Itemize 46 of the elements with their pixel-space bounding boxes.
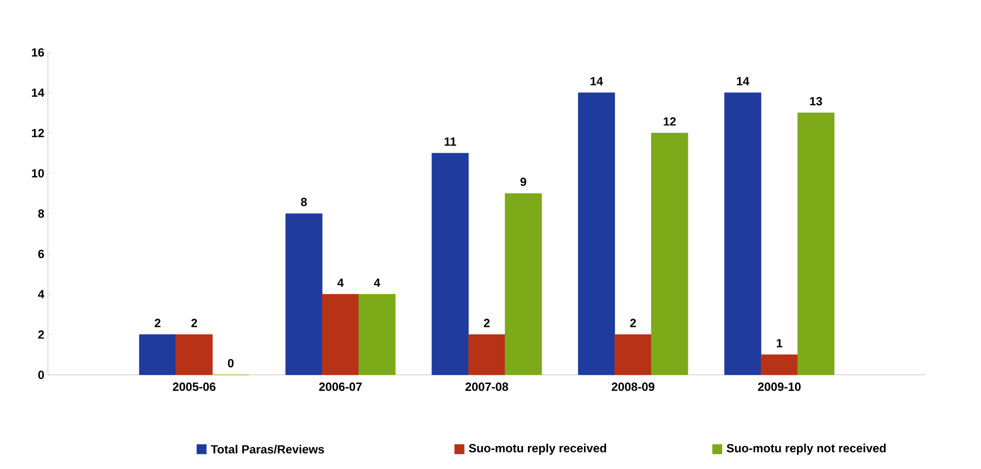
bar: [358, 294, 396, 376]
bar: [651, 132, 688, 376]
y-tick-label: 0: [38, 370, 44, 379]
legend-label: Suo-motu reply received: [468, 444, 606, 455]
bar: [578, 92, 615, 376]
bar: [139, 334, 176, 376]
data-label: 13: [810, 96, 822, 106]
bar: [760, 354, 798, 376]
bar: [322, 294, 359, 376]
data-label: 12: [664, 117, 676, 126]
bar: [797, 112, 834, 376]
y-tick-label: 14: [32, 88, 44, 97]
bar: [614, 334, 652, 376]
bar: [724, 92, 762, 376]
data-label: 0: [228, 358, 234, 368]
legend-label: Suo-motu reply not received: [726, 444, 886, 455]
data-label: 2: [154, 318, 160, 328]
x-tick-label: 2005-06: [172, 382, 216, 391]
data-label: 14: [736, 77, 750, 86]
bar: [504, 193, 542, 376]
data-label: 9: [520, 178, 526, 186]
y-tick-label: 16: [32, 48, 44, 57]
data-label: 1: [776, 339, 782, 348]
y-tick-label: 6: [38, 250, 44, 258]
data-label: 2: [191, 318, 198, 328]
bar: [285, 213, 322, 376]
x-tick-label: 2007-08: [465, 382, 508, 391]
data-label: 14: [590, 77, 604, 86]
x-tick-label: 2009-10: [758, 382, 801, 391]
data-label: 2: [630, 318, 636, 328]
bar: [468, 334, 506, 376]
data-label: 11: [444, 138, 456, 146]
y-tick-label: 10: [32, 169, 44, 178]
data-label: 4: [374, 278, 380, 287]
x-tick-label: 2006-07: [319, 382, 362, 391]
bar: [432, 152, 469, 376]
data-label: 4: [337, 278, 344, 287]
y-tick-label: 2: [38, 330, 44, 339]
bar: [176, 334, 213, 376]
y-tick-label: 12: [32, 128, 44, 138]
data-label: 8: [300, 198, 307, 206]
data-label: 2: [484, 318, 490, 328]
x-tick-label: 2008-09: [612, 382, 654, 391]
legend-label: Total Paras/Reviews: [210, 444, 324, 454]
y-tick-label: 4: [38, 290, 44, 298]
y-tick-label: 8: [38, 209, 44, 218]
